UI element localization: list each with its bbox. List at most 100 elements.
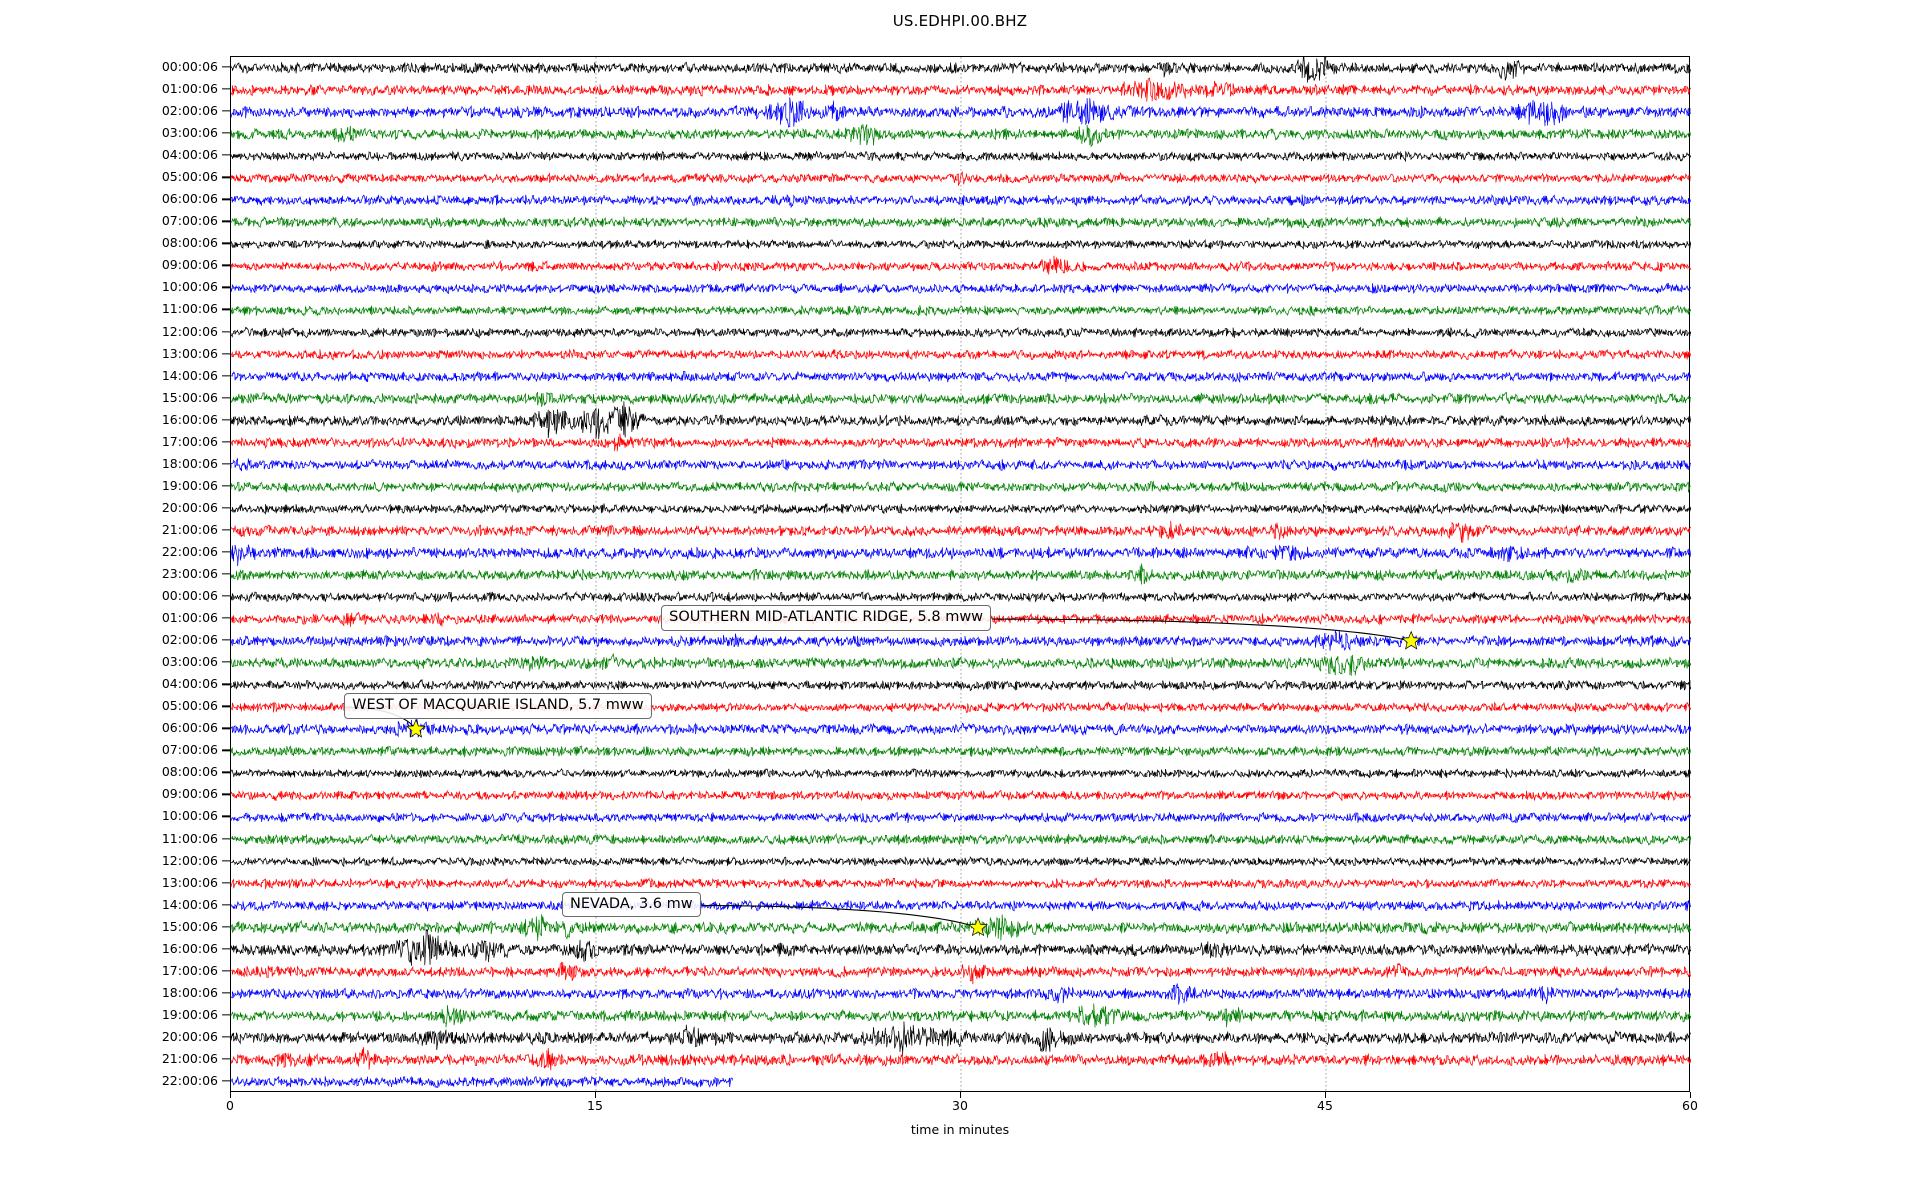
event-star-marker[interactable]	[1401, 630, 1422, 650]
x-axis-tick-label: 60	[1682, 1098, 1698, 1113]
event-annotation-label: NEVADA, 3.6 mw	[562, 891, 701, 918]
x-axis-tick-mark	[595, 1092, 597, 1098]
y-axis-tick-mark	[222, 837, 230, 840]
y-axis-tick-label: 16:00:06	[161, 940, 218, 956]
trace-line	[231, 77, 1691, 102]
trace-line	[231, 877, 1691, 890]
y-axis-tick-mark	[222, 1014, 230, 1016]
y-axis-tick-mark	[222, 948, 230, 950]
y-axis-tick-label: 08:00:06	[161, 764, 218, 780]
y-axis-tick-mark	[222, 308, 230, 311]
y-axis-tick-mark	[222, 529, 230, 531]
y-axis-tick-label: 16:00:06	[161, 411, 218, 427]
trace-line	[231, 401, 1691, 440]
y-axis-tick-label: 02:00:06	[161, 631, 218, 647]
y-axis-tick-mark	[222, 1080, 230, 1082]
trace-line	[231, 563, 1691, 585]
y-axis-tick-label: 12:00:06	[161, 852, 218, 868]
x-axis-label: time in minutes	[910, 1122, 1010, 1137]
y-axis-tick-mark	[222, 154, 230, 156]
y-axis-tick-mark	[222, 727, 230, 729]
y-axis-tick-label: 10:00:06	[161, 808, 218, 824]
y-axis-tick-mark	[222, 110, 230, 112]
y-axis-tick-label: 18:00:06	[161, 984, 218, 1000]
y-axis-tick-label: 02:00:06	[161, 102, 218, 118]
y-axis-tick-mark	[222, 441, 230, 443]
y-axis-tick-mark	[222, 1036, 230, 1038]
y-axis-tick-mark	[222, 551, 230, 553]
y-axis-tick-label: 08:00:06	[161, 235, 218, 251]
trace-line	[231, 503, 1691, 515]
y-axis-tick-label: 21:00:06	[161, 521, 218, 537]
y-axis-tick-mark	[222, 595, 230, 597]
y-axis-tick-label: 17:00:06	[161, 433, 218, 449]
trace-line	[231, 983, 1691, 1005]
y-axis-tick-label: 03:00:06	[161, 124, 218, 140]
x-axis-tick-label: 0	[226, 1098, 234, 1113]
trace-line	[231, 544, 1691, 567]
trace-line	[231, 370, 1691, 384]
annotation-connector-arrow	[701, 905, 979, 929]
trace-line	[231, 282, 1691, 295]
y-axis-tick-mark	[222, 264, 230, 267]
trace-line	[231, 1075, 733, 1089]
trace-line	[231, 745, 1691, 758]
y-axis-tick-label: 13:00:06	[161, 874, 218, 890]
event-annotation-label: SOUTHERN MID-ATLANTIC RIDGE, 5.8 mww	[661, 605, 992, 631]
y-axis-tick-label: 11:00:06	[161, 301, 218, 317]
y-axis-tick-mark	[222, 485, 230, 487]
y-axis-tick-label: 21:00:06	[161, 1050, 218, 1066]
trace-line	[231, 57, 1691, 83]
trace-line	[231, 1021, 1691, 1055]
y-axis-tick-label: 07:00:06	[161, 213, 218, 229]
event-star-marker[interactable]	[406, 718, 426, 738]
trace-line	[231, 1047, 1691, 1071]
x-axis-tick-label: 30	[952, 1098, 968, 1113]
trace-line	[231, 832, 1691, 846]
trace-line	[231, 718, 1691, 738]
trace-line	[231, 97, 1691, 128]
y-axis-tick-mark	[222, 926, 230, 928]
trace-line	[231, 767, 1691, 779]
event-star-marker[interactable]	[968, 917, 988, 937]
trace-line	[231, 150, 1691, 163]
y-axis-tick-mark	[222, 419, 230, 421]
y-axis-tick-label: 00:00:06	[161, 587, 218, 603]
trace-line	[231, 520, 1691, 543]
y-axis-tick-label: 18:00:06	[161, 455, 218, 471]
trace-line	[231, 255, 1691, 275]
y-axis-tick-label: 10:00:06	[161, 279, 218, 295]
y-axis-tick-label: 22:00:06	[161, 543, 218, 559]
trace-line	[231, 171, 1691, 187]
y-axis-tick-label: 04:00:06	[161, 675, 218, 691]
trace-line	[231, 124, 1691, 148]
y-axis-tick-label: 11:00:06	[161, 830, 218, 846]
y-axis-tick-mark	[222, 198, 230, 200]
trace-line	[231, 678, 1691, 692]
trace-line	[231, 480, 1691, 494]
trace-line	[231, 855, 1691, 868]
x-axis-tick-mark	[1690, 1092, 1692, 1098]
trace-line	[231, 326, 1691, 339]
y-axis-tick-label: 05:00:06	[161, 698, 218, 713]
y-axis-tick-label: 12:00:06	[161, 323, 218, 339]
y-axis-tick-mark	[222, 352, 230, 355]
y-axis-tick-mark	[222, 132, 230, 134]
trace-line	[231, 193, 1691, 209]
y-axis-tick-label: 15:00:06	[161, 918, 218, 934]
y-axis-tick-label: 14:00:06	[161, 896, 218, 912]
trace-line	[231, 590, 1691, 603]
y-axis-tick-mark	[222, 815, 230, 818]
y-axis-tick-label: 05:00:06	[161, 168, 218, 184]
y-axis-tick-mark	[222, 881, 230, 884]
y-axis-tick-label: 19:00:06	[161, 477, 218, 493]
trace-line	[231, 653, 1691, 676]
y-axis-tick-label: 06:00:06	[161, 191, 218, 207]
plot-axes	[230, 56, 1691, 1093]
y-axis-tick-label: 15:00:06	[161, 389, 218, 405]
y-axis-tick-label: 09:00:06	[161, 257, 218, 273]
trace-line	[231, 1003, 1691, 1028]
x-axis-tick-mark	[960, 1092, 962, 1098]
y-axis-tick-mark	[222, 661, 230, 663]
